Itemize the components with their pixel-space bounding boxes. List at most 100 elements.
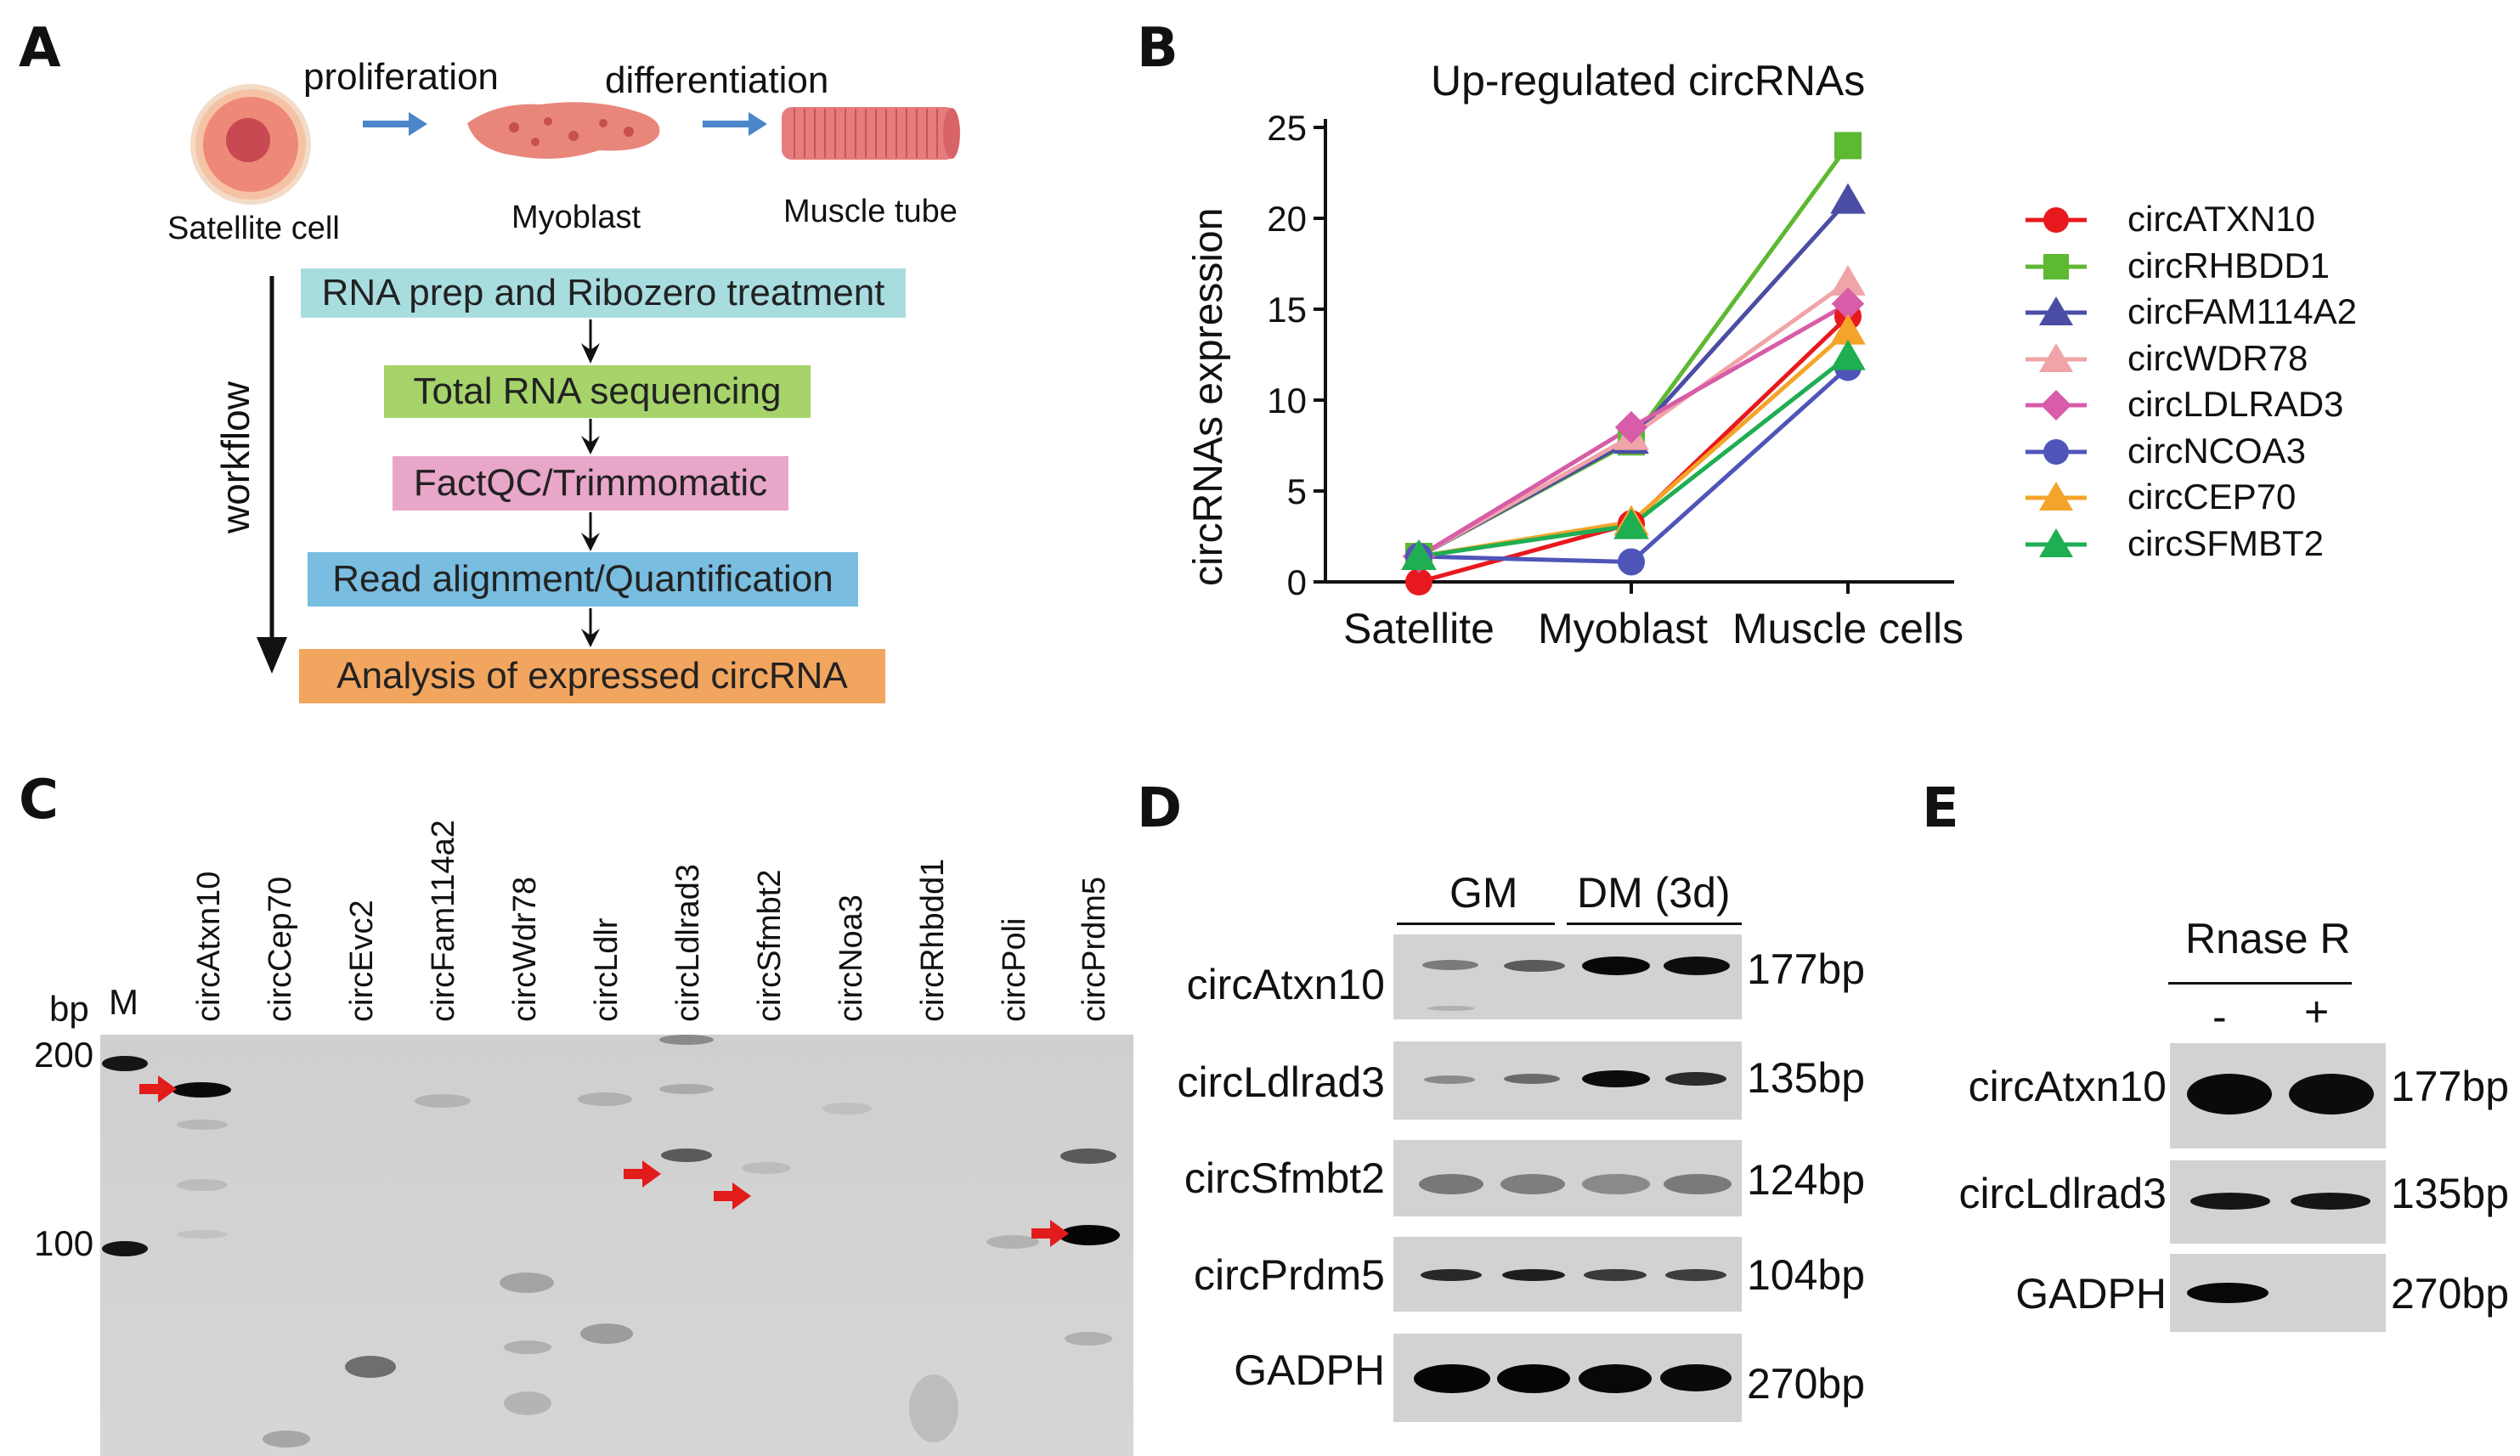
gel-band [415,1094,471,1108]
gel-strip [1393,1140,1742,1216]
panel-label-e: E [1922,777,1959,840]
panel-label-b: B [1137,17,1178,80]
gel-band [578,1092,632,1106]
gel-band [177,1179,228,1191]
gel-row-size: 270bp [2391,1269,2509,1318]
series-line [1419,145,1848,556]
y-tick-label: 5 [1287,471,1307,511]
gm-underline [1397,923,1555,925]
panel-label-c: C [19,769,59,832]
gel-band [659,1084,714,1094]
myoblast-illustration [463,89,667,174]
gel-row-label: circLdlrad3 [1130,1058,1385,1107]
red-arrow-icon [624,1160,663,1188]
legend-swatch [2022,244,2090,290]
bp-200-label: 200 [34,1035,93,1075]
gel-band [504,1340,551,1354]
gel-row-label: circAtxn10 [1130,960,1385,1009]
gel-band [909,1374,958,1442]
legend-swatch [2022,382,2090,428]
gel-row-label: GADPH [1130,1346,1385,1395]
y-tick-label: 0 [1287,562,1307,602]
lane-label: circAtxn10 [191,872,228,1022]
lane-label: circRhbdd1 [915,859,952,1022]
legend-label: circATXN10 [2127,199,2315,240]
marker-lane-label: M [109,982,138,1023]
bp-100-label: 100 [34,1223,93,1264]
workflow-label: workflow [212,381,258,533]
proliferation-label: proliferation [303,56,499,99]
legend-label: circFAM114A2 [2127,291,2357,332]
workflow-step-qc: FactQC/Trimmomatic [393,456,788,511]
lane-label: circLdlrad3 [670,864,707,1022]
dm-label: DM (3d) [1577,868,1731,917]
connector-arrow-icon [578,608,603,649]
lane-label: circFam114a2 [426,820,462,1022]
gel-band [177,1230,228,1239]
gel-row-size: 270bp [1747,1359,1865,1408]
gel-strip [2170,1043,2386,1148]
connector-arrow-icon [578,512,603,553]
data-point [1830,183,1866,214]
lane-label: circSfmbt2 [752,870,788,1022]
gel-band [263,1431,310,1448]
gel-row-size: 177bp [2391,1062,2509,1111]
legend-swatch [2022,522,2090,567]
satellite-cell-label: Satellite cell [167,211,340,247]
myoblast-label: Myoblast [511,200,641,236]
legend-swatch [2022,475,2090,521]
connector-arrow-icon [578,419,603,456]
gel-band [504,1391,551,1415]
legend-label: circWDR78 [2127,338,2308,379]
legend-swatch [2022,429,2090,475]
gel-row-label: circAtxn10 [1903,1062,2167,1111]
red-arrow-icon [139,1075,178,1103]
panel-label-a: A [19,17,61,80]
differentiation-arrow-icon [701,107,769,141]
rnase-r-label: Rnase R [2185,914,2351,963]
lane-label: circCep70 [263,877,299,1022]
lane-label: circPrdm5 [1076,877,1113,1022]
gel-row-size: 104bp [1747,1250,1865,1300]
muscle-tube-illustration [777,100,964,168]
lane-label: circEvc2 [344,900,381,1022]
x-tick-label: Muscle cells [1732,605,1963,652]
x-tick-label: Satellite [1343,605,1494,652]
workflow-arrow-icon [255,276,289,675]
gel-strip [1393,1237,1742,1312]
lane-label: circLdlr [589,918,625,1022]
minus-label: - [2212,992,2227,1041]
gm-label: GM [1449,868,1518,917]
gel-strip [2170,1254,2386,1332]
panel-label-d: D [1137,777,1182,840]
connector-arrow-icon [578,319,603,365]
legend-swatch [2022,197,2090,243]
y-tick-label: 20 [1267,199,1307,239]
rnase-underline [2168,982,2352,985]
gel-band [580,1323,633,1344]
dm-underline [1567,923,1742,925]
legend-item: circNCOA3 [2022,429,2498,475]
legend-label: circRHBDD1 [2127,245,2330,286]
legend-swatch [2022,290,2090,336]
gel-strip [1393,934,1742,1019]
line-chart: 0 5 10 15 20 25 Satellite Myoblast Muscle cells [1223,102,2056,680]
gel-row-label: circSfmbt2 [1130,1154,1385,1203]
legend-item: circCEP70 [2022,475,2498,521]
y-tick-label: 10 [1267,381,1307,420]
gel-row-size: 135bp [2391,1169,2509,1218]
lane-label: circPoli [997,918,1033,1022]
gel-row-size: 135bp [1747,1053,1865,1103]
gel-strip [2170,1160,2386,1244]
bp-unit-label: bp [49,989,89,1030]
legend-label: circSFMBT2 [2127,523,2324,564]
y-tick-label: 15 [1267,290,1307,330]
gel-band [172,1082,231,1098]
gel-band [177,1120,228,1130]
satellite-cell-illustration [187,81,314,208]
legend-item: circSFMBT2 [2022,522,2498,567]
lane-label: circNoa3 [833,894,870,1022]
gel-strip [1393,1334,1742,1422]
legend-swatch [2022,336,2090,382]
proliferation-arrow-icon [361,107,429,141]
